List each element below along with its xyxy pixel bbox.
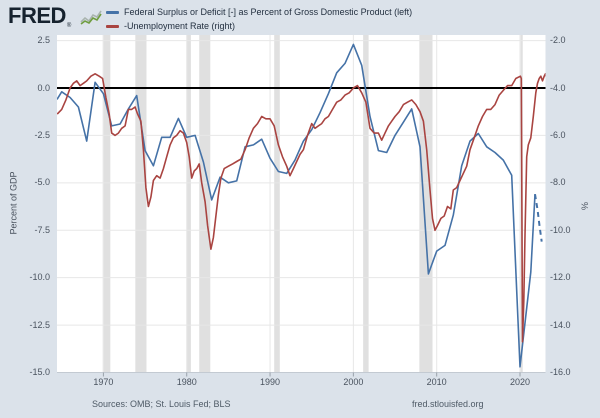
right-axis-tick-label: -4.0 <box>550 82 566 93</box>
recession-band <box>274 35 280 373</box>
deficit-projection-dashed-line <box>534 194 543 242</box>
legend-item-unemployment[interactable]: -Unemployment Rate (right) <box>106 20 412 33</box>
fred-logo[interactable]: FRED® <box>8 3 71 33</box>
legend-item-deficit[interactable]: Federal Surplus or Deficit [-] as Percen… <box>106 6 412 19</box>
x-axis-tick-label: 1970 <box>93 377 114 387</box>
left-axis-tick-label: -2.5 <box>34 129 50 140</box>
recession-band <box>363 35 369 373</box>
x-axis-tick-label: 2010 <box>426 377 447 387</box>
right-axis-tick-label: -16.0 <box>550 367 571 377</box>
left-axis-tick-label: 2.5 <box>37 35 50 46</box>
fred-logo-text: FRED <box>8 3 66 28</box>
unemployment-line <box>57 73 546 343</box>
left-axis-tick-label: -12.5 <box>29 319 50 330</box>
x-axis-tick-label: 1990 <box>260 377 281 387</box>
chart-header: FRED® Federal Surplus or Deficit [-] as … <box>0 0 600 35</box>
unemployment-legend-label: -Unemployment Rate (right) <box>124 21 236 31</box>
fred-site-link[interactable]: fred.stlouisfed.org <box>412 399 484 409</box>
unemployment-series-swatch <box>106 25 119 28</box>
registered-trademark-icon: ® <box>66 23 71 29</box>
recession-band <box>102 35 111 373</box>
left-axis-tick-label: -15.0 <box>29 367 50 377</box>
recession-band <box>135 35 147 373</box>
deficit-legend-label: Federal Surplus or Deficit [-] as Percen… <box>124 7 413 17</box>
chart-legend: Federal Surplus or Deficit [-] as Percen… <box>106 6 412 34</box>
plot-background <box>57 35 546 373</box>
deficit-series-swatch <box>106 11 119 14</box>
left-axis-tick-label: -5.0 <box>34 177 50 188</box>
right-axis-tick-label: -12.0 <box>550 272 571 283</box>
left-axis-title: Percent of GDP <box>8 171 19 235</box>
sparkline-icon <box>80 10 102 25</box>
sources-text: Sources: OMB; St. Louis Fed; BLS <box>92 399 231 409</box>
left-axis-tick-label: 0.0 <box>37 82 50 93</box>
right-axis-tick-label: -8.0 <box>550 177 566 188</box>
right-axis-tick-label: -2.0 <box>550 35 566 46</box>
left-axis-tick-label: -10.0 <box>29 272 50 283</box>
right-axis-title: % <box>580 202 590 211</box>
recession-band <box>186 35 191 373</box>
deficit-line <box>57 43 536 368</box>
right-axis-tick-label: -10.0 <box>550 224 571 235</box>
left-axis-tick-label: -7.5 <box>34 224 50 235</box>
right-axis-tick-label: -14.0 <box>550 319 571 330</box>
right-axis-tick-label: -6.0 <box>550 129 566 140</box>
chart-footer: Sources: OMB; St. Louis Fed; BLS fred.st… <box>0 396 600 418</box>
x-axis-tick-label: 2020 <box>509 377 531 387</box>
x-axis-tick-label: 2000 <box>343 377 364 387</box>
x-axis-tick-label: 1980 <box>176 377 197 387</box>
